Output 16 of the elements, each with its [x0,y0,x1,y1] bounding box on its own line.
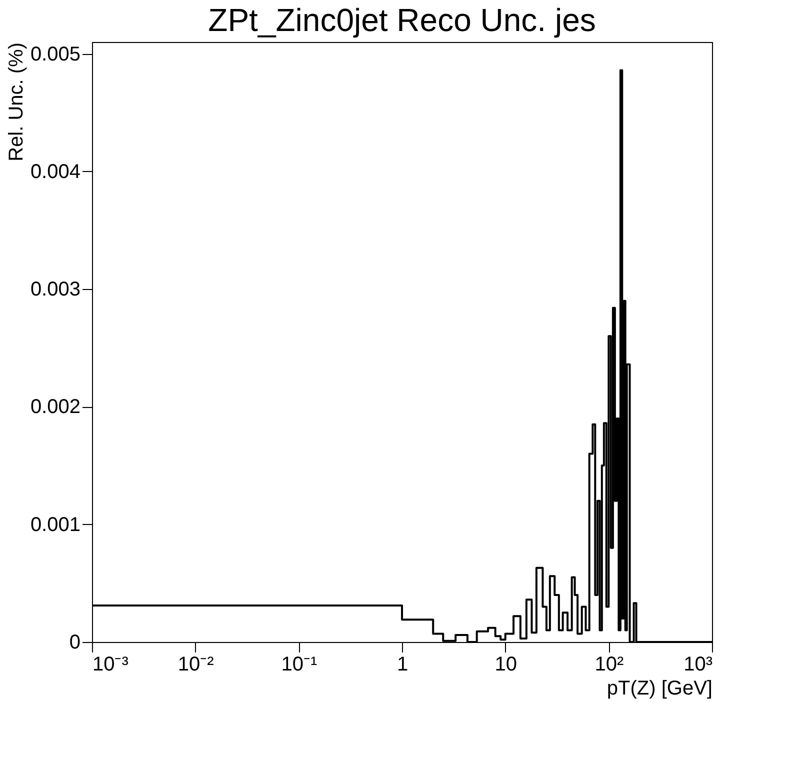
x-tick-label: 1 [396,654,408,676]
x-tick-label: 10⁻² [178,654,214,676]
y-tick-label: 0 [69,632,80,654]
x-tick-label: 10³ [684,654,713,676]
y-tick-label: 0.002 [30,396,80,418]
x-axis-title: pT(Z) [GeV] [606,678,712,700]
x-tick-label: 10 [494,654,517,676]
y-tick-label: 0.001 [30,514,80,536]
x-tick-label: 10² [594,654,624,676]
y-axis-title: Rel. Unc. (%) [5,42,28,162]
x-tick-label: 10⁻³ [92,654,129,676]
y-tick-label: 0.005 [30,43,80,66]
x-tick-label: 10⁻¹ [281,654,318,676]
chart-title: ZPt_Zinc0jet Reco Unc. jes [208,2,596,38]
y-tick-label: 0.003 [30,278,80,301]
y-tick-label: 0.004 [30,160,80,183]
